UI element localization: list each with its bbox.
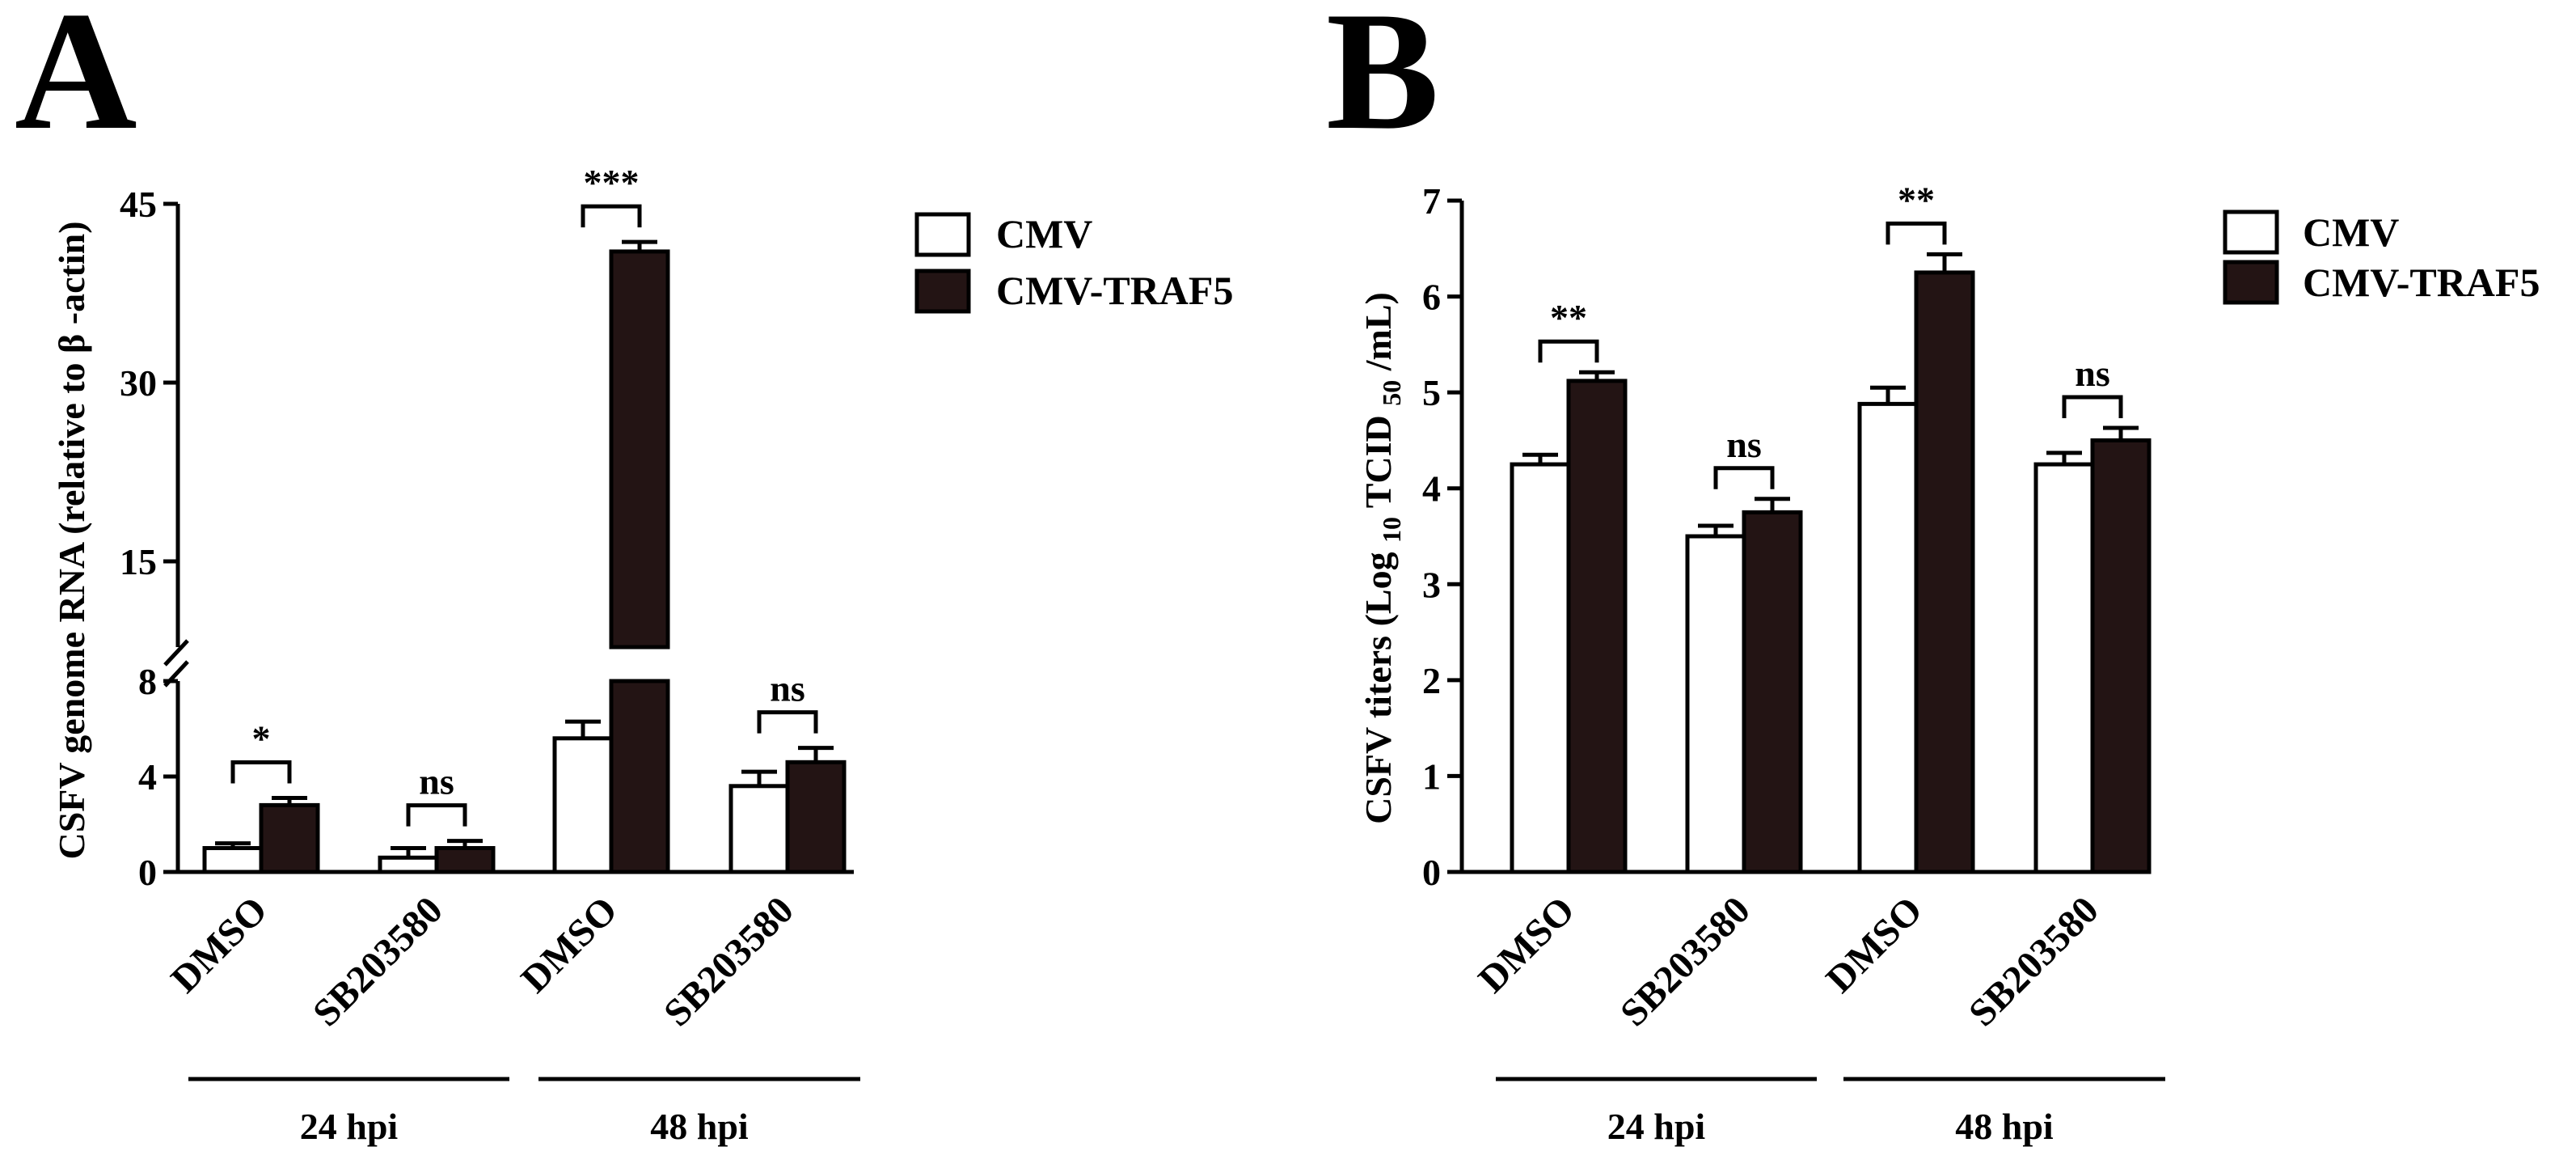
panel-b: B CSFV titers (Log 10 TCID 50 /mL) 0 1 2 3 4… — [1326, 0, 2540, 1147]
b-sig-bracket-3 — [2062, 395, 2123, 419]
b-legend-label-cmv-traf5: CMV-TRAF5 — [2303, 260, 2540, 305]
a-category-label-2: DMSO — [513, 888, 625, 1001]
a-legend-label-cmv-traf5: CMV-TRAF5 — [996, 268, 1233, 313]
a-legend: CMV CMV-TRAF5 — [914, 211, 1233, 314]
b-y-tick-label-6: 6 — [1422, 277, 1441, 318]
a-y-ticks: 0 4 8 15 30 45 — [120, 184, 178, 893]
b-y-tick-label-4: 4 — [1422, 468, 1441, 510]
b-y-axis-label-sub10: 10 — [1377, 517, 1406, 543]
a-y-tick-label-2: 8 — [138, 661, 157, 702]
a-bars — [202, 249, 847, 874]
b-sig-label-2: ** — [1898, 179, 1935, 220]
b-category-labels: DMSO SB203580 DMSO SB203580 — [1470, 888, 2106, 1035]
a-group-label-1: 48 hpi — [650, 1106, 749, 1147]
b-bar-s1-c2 — [1914, 270, 1975, 874]
panel-letter-b: B — [1326, 0, 1439, 165]
a-sig-label-1: ns — [419, 761, 454, 802]
b-y-tick-label-3: 3 — [1422, 564, 1441, 605]
b-legend: CMV CMV-TRAF5 — [2223, 209, 2540, 305]
a-sig-bracket-2 — [581, 204, 642, 228]
b-sig-label-0: ** — [1550, 297, 1587, 338]
a-bar-s1-c2-upper — [609, 249, 670, 650]
b-category-label-3: SB203580 — [1961, 888, 2107, 1035]
b-y-tick-label-7: 7 — [1422, 180, 1441, 222]
a-bar-s1-c2-lower — [609, 679, 670, 874]
b-y-axis-label-part3: /mL) — [1358, 292, 1399, 380]
b-legend-swatch-cmv — [2223, 209, 2279, 255]
b-sig-bracket-0 — [1538, 339, 1599, 363]
b-y-axis-label-part2: TCID — [1358, 406, 1399, 517]
b-legend-label-cmv: CMV — [2303, 209, 2399, 255]
a-bar-s0-c1 — [378, 855, 439, 874]
a-legend-swatch-cmv — [914, 212, 971, 257]
b-category-label-0: DMSO — [1470, 888, 1582, 1001]
b-significance: ** ns ** ns — [1538, 179, 2123, 489]
a-bar-s0-c2 — [552, 736, 614, 874]
b-y-axis-label-part1: CSFV titers (Log — [1358, 543, 1399, 824]
a-sig-bracket-1 — [406, 803, 467, 827]
b-bar-s1-c3 — [2090, 438, 2152, 874]
a-sig-label-0: * — [252, 718, 271, 760]
a-y-tick-label-1: 4 — [138, 756, 157, 798]
b-group-label-1: 48 hpi — [1955, 1106, 2054, 1147]
b-y-axis-label: CSFV titers (Log 10 TCID 50 /mL) — [1358, 292, 1406, 824]
b-sig-bracket-1 — [1713, 466, 1775, 489]
a-group-label-0: 24 hpi — [300, 1106, 399, 1147]
a-significance: * ns *** ns — [230, 162, 818, 827]
a-legend-label-cmv: CMV — [996, 211, 1092, 256]
a-sig-bracket-0 — [230, 760, 292, 784]
b-category-label-2: DMSO — [1818, 888, 1930, 1001]
a-category-label-0: DMSO — [163, 888, 275, 1001]
b-group-label-0: 24 hpi — [1607, 1106, 1706, 1147]
a-y-axis-label: CSFV genome RNA (relative to β -actin) — [51, 221, 92, 859]
a-y-tick-label-3: 15 — [120, 541, 157, 582]
panel-letter-a: A — [15, 0, 137, 165]
a-axis-break-mark-1 — [163, 639, 189, 667]
a-y-tick-label-5: 45 — [120, 184, 157, 225]
a-group-labels: 24 hpi 48 hpi — [188, 1077, 860, 1147]
a-sig-label-3: ns — [770, 668, 804, 709]
panel-a: A CSFV genome RNA (relative to β -actin)… — [15, 0, 1233, 1147]
a-sig-bracket-3 — [757, 710, 818, 734]
a-legend-swatch-cmv-traf5 — [914, 269, 971, 314]
b-y-tick-label-1: 1 — [1422, 755, 1441, 797]
b-sig-label-3: ns — [2075, 353, 2109, 394]
a-sig-label-2: *** — [584, 162, 640, 203]
a-category-labels: DMSO SB203580 DMSO SB203580 — [163, 888, 801, 1035]
a-category-label-1: SB203580 — [305, 888, 451, 1035]
b-sig-label-1: ns — [1726, 424, 1761, 465]
a-y-tick-label-0: 0 — [138, 852, 157, 893]
b-group-labels: 24 hpi 48 hpi — [1496, 1077, 2165, 1147]
b-y-ticks: 0 1 2 3 4 5 6 7 — [1422, 180, 1462, 893]
b-bar-s1-c0 — [1566, 379, 1628, 874]
a-bar-s1-c1 — [434, 846, 496, 874]
b-bar-s0-c2 — [1857, 401, 1919, 874]
b-sig-bracket-2 — [1886, 221, 1947, 245]
b-y-axis-label-sub50: 50 — [1377, 380, 1406, 406]
a-bar-s0-c3 — [728, 784, 790, 874]
b-y-tick-label-2: 2 — [1422, 660, 1441, 701]
b-bar-s0-c1 — [1685, 534, 1746, 874]
a-bar-s1-c0 — [259, 802, 320, 874]
b-bars — [1510, 270, 2152, 874]
b-y-tick-label-5: 5 — [1422, 372, 1441, 413]
b-bar-s0-c3 — [2033, 462, 2095, 874]
b-legend-swatch-cmv-traf5 — [2223, 260, 2279, 305]
a-bar-s1-c3 — [785, 760, 847, 874]
b-category-label-1: SB203580 — [1612, 888, 1759, 1035]
b-bar-s0-c0 — [1510, 462, 1571, 874]
a-error-bars — [215, 239, 834, 858]
b-y-tick-label-0: 0 — [1422, 852, 1441, 893]
b-error-bars — [1522, 252, 2139, 536]
a-category-label-3: SB203580 — [656, 888, 802, 1035]
a-bar-s0-c0 — [202, 846, 264, 874]
a-y-tick-label-4: 30 — [120, 362, 157, 404]
b-bar-s1-c1 — [1742, 510, 1803, 874]
